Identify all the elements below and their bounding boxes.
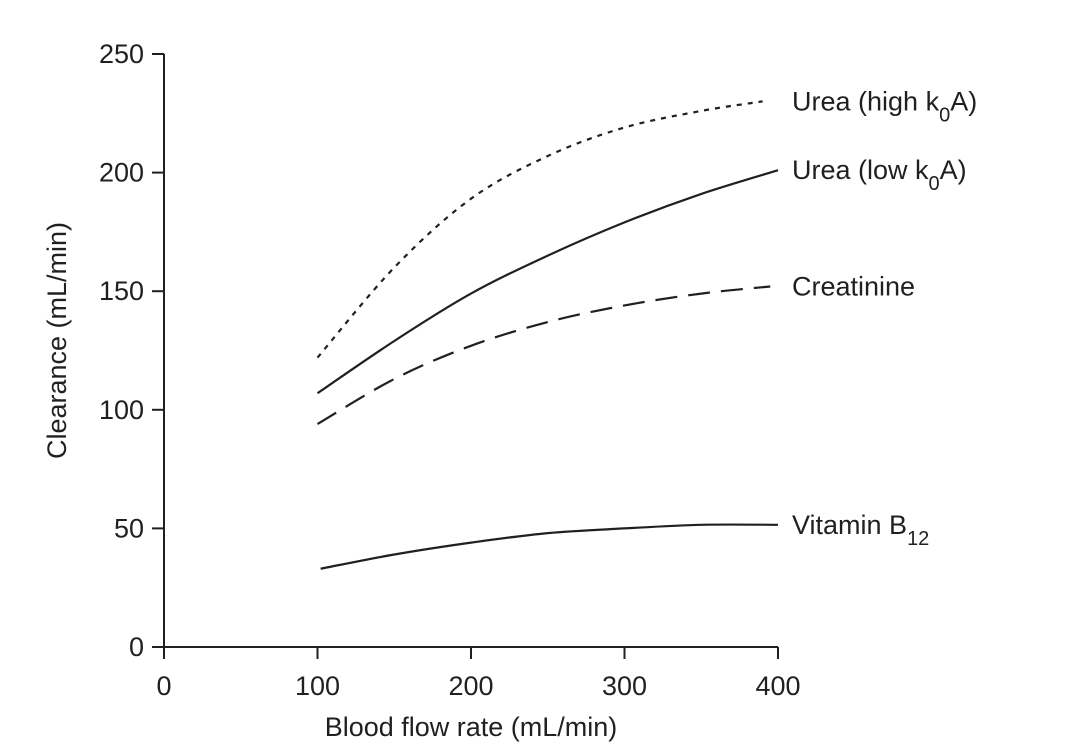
y-tick-label: 250 xyxy=(99,39,144,69)
x-tick-label: 100 xyxy=(295,671,340,701)
series-layer xyxy=(316,100,779,570)
y-tick-label: 100 xyxy=(99,395,144,425)
x-tick-label: 400 xyxy=(755,671,800,701)
y-tick-label: 200 xyxy=(99,158,144,188)
series-line-urea-low-k0a xyxy=(316,169,779,395)
y-tick-label: 50 xyxy=(114,513,144,543)
series-label-creatinine: Creatinine xyxy=(792,271,915,301)
x-tick-label: 200 xyxy=(448,671,493,701)
series-line-vitamin-b12 xyxy=(320,523,779,570)
axes: 0 100 200 300 400 0 50 100 150 200 250 xyxy=(99,39,801,701)
x-axis-title: Blood flow rate (mL/min) xyxy=(325,712,618,742)
series-line-creatinine xyxy=(316,285,771,425)
x-tick-label: 300 xyxy=(602,671,647,701)
series-labels: Urea (high k0A) Urea (low k0A) Creatinine V… xyxy=(792,86,977,549)
series-line-urea-high-k0a xyxy=(316,100,763,359)
x-tick-label: 0 xyxy=(156,671,171,701)
y-tick-label: 150 xyxy=(99,276,144,306)
series-label-vitamin-b12: Vitamin B12 xyxy=(792,510,929,550)
y-axis-title: Clearance (mL/min) xyxy=(42,222,72,459)
series-label-urea-low-k0a: Urea (low k0A) xyxy=(792,155,967,195)
series-label-urea-high-k0a: Urea (high k0A) xyxy=(792,86,977,126)
y-tick-label: 0 xyxy=(129,632,144,662)
